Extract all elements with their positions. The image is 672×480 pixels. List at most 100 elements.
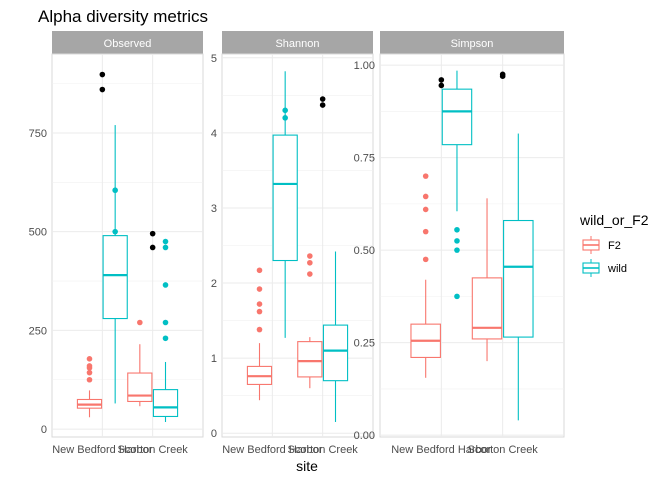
box-iqr — [297, 341, 323, 378]
facet-strip — [380, 31, 564, 54]
outlier-point — [422, 193, 429, 200]
x-tick-label: Scorton Creek — [468, 444, 539, 456]
outlier-point — [149, 230, 156, 237]
outlier-point — [438, 77, 445, 83]
facet-observed: Observed 0 250 500 750 New Bedford HarborScor… — [29, 31, 204, 456]
outlier-point — [454, 226, 460, 233]
box-iqr — [127, 372, 153, 403]
outlier-point — [256, 286, 263, 292]
outlier-point — [112, 187, 118, 194]
box-wild — [438, 70, 473, 300]
outlier-point — [422, 206, 429, 213]
outlier-point — [282, 115, 288, 121]
x-tick-label: New Bedford Harbor — [52, 444, 153, 456]
outlier-point — [319, 96, 326, 102]
outlier-point — [99, 86, 106, 93]
y-tick-label: 500 — [29, 227, 47, 239]
x-tick-label: Scorton Creek — [118, 444, 189, 456]
outlier-point — [149, 244, 156, 251]
y-tick-label: 4 — [211, 128, 217, 140]
y-tick-label: 0 — [211, 428, 217, 440]
outlier-point — [307, 259, 313, 266]
box-f2 — [297, 96, 326, 389]
outlier-point — [454, 293, 460, 300]
outlier-point — [319, 102, 326, 108]
outlier-point — [307, 253, 313, 259]
box-wild — [152, 238, 179, 422]
outlier-point — [112, 228, 118, 235]
y-tick-label: 0.25 — [354, 338, 375, 350]
facet-strip-label: Shannon — [275, 38, 319, 50]
y-tick-label: 250 — [29, 325, 47, 337]
outlier-point — [307, 271, 313, 277]
y-tick-label: 0.00 — [354, 430, 375, 442]
outlier-point — [422, 173, 429, 179]
y-tick-label: 750 — [29, 128, 47, 140]
legend-title: wild_or_F2 — [579, 212, 649, 228]
box-iqr — [152, 389, 179, 418]
box-iqr — [503, 219, 534, 338]
facet-strip — [52, 31, 203, 54]
box-f2 — [246, 267, 273, 401]
y-tick-label: 1.00 — [354, 60, 375, 72]
legend-label: wild — [607, 263, 627, 275]
facet-strip-label: Observed — [104, 38, 152, 50]
box-f2 — [471, 71, 506, 362]
box-iqr — [272, 134, 298, 262]
outlier-point — [162, 238, 169, 245]
box-f2 — [127, 230, 156, 407]
x-tick-label: New Bedford Harbor — [391, 444, 492, 456]
legend-entry-f2: F2 — [580, 234, 621, 256]
box-iqr — [102, 235, 128, 320]
facet-simpson: Simpson 0.00 0.25 0.50 0.75 1.00 New Bedford H… — [354, 31, 565, 456]
outlier-point — [86, 376, 93, 383]
outlier-point — [256, 326, 263, 333]
outlier-point — [256, 308, 263, 315]
legend: wild_or_F2 F2 wild — [579, 212, 649, 279]
legend-entry-wild: wild — [580, 257, 627, 279]
x-tick-label: New Bedford Harbor — [222, 444, 323, 456]
box-wild — [99, 71, 128, 404]
outlier-point — [137, 319, 143, 326]
outlier-point — [422, 228, 429, 235]
outlier-point — [86, 363, 93, 369]
box-wild — [272, 71, 298, 338]
y-tick-label: 5 — [211, 53, 217, 65]
box-f2 — [76, 356, 103, 418]
outlier-point — [256, 267, 263, 274]
outlier-point — [282, 107, 288, 114]
facet-strip — [222, 31, 373, 54]
box-f2 — [410, 173, 441, 378]
outlier-point — [162, 319, 169, 326]
outlier-point — [454, 238, 460, 244]
legend-label: F2 — [608, 240, 621, 252]
y-tick-label: 2 — [211, 278, 217, 290]
y-tick-label: 0.75 — [354, 153, 375, 165]
outlier-point — [86, 369, 93, 376]
outlier-point — [422, 256, 429, 263]
panel-border — [51, 53, 204, 438]
y-tick-label: 3 — [211, 203, 217, 215]
box-iqr — [471, 277, 503, 340]
box-iqr — [322, 324, 349, 382]
outlier-point — [162, 282, 169, 288]
outlier-point — [86, 356, 93, 362]
y-tick-label: 0.50 — [354, 245, 375, 257]
y-tick-label: 0 — [41, 424, 47, 436]
box-wild — [322, 251, 349, 422]
outlier-point — [162, 244, 169, 251]
chart-title: Alpha diversity metrics — [38, 7, 208, 26]
x-axis-title: site — [296, 458, 318, 474]
box-wild — [503, 133, 534, 421]
outlier-point — [256, 301, 263, 307]
panel-border — [379, 53, 565, 438]
box-iqr — [441, 88, 473, 146]
outlier-point — [162, 335, 169, 342]
outlier-point — [438, 82, 445, 89]
y-tick-label: 1 — [211, 353, 217, 365]
outlier-point — [99, 71, 106, 78]
outlier-point — [454, 247, 460, 253]
outlier-point — [499, 71, 506, 78]
